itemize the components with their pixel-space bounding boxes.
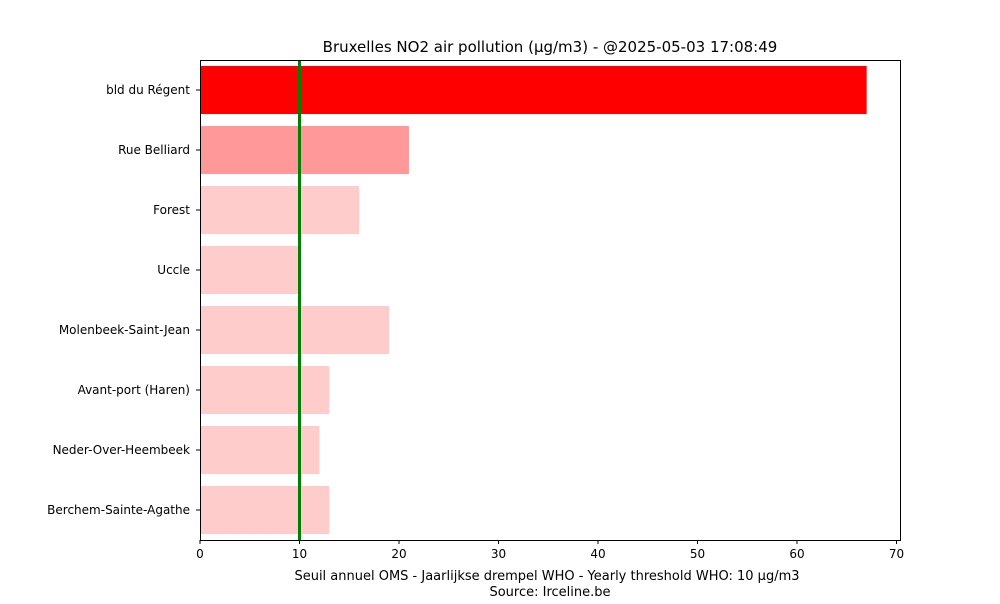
y-tick-label: Molenbeek-Saint-Jean: [59, 323, 190, 337]
x-tick-label: 40: [590, 547, 605, 561]
y-tick-label: Forest: [153, 203, 190, 217]
x-tick-label: 30: [491, 547, 506, 561]
plot-frame: [200, 60, 901, 541]
bar-1: [200, 126, 409, 174]
y-tick-label: Uccle: [157, 263, 190, 277]
bar-3: [200, 246, 300, 294]
bars-layer: [200, 66, 867, 534]
axes-layer: [200, 60, 901, 541]
bar-7: [200, 486, 330, 534]
x-tick-label: 20: [391, 547, 406, 561]
y-tick-label: bld du Régent: [106, 83, 190, 97]
bar-5: [200, 366, 330, 414]
bar-4: [200, 306, 390, 354]
ticks-layer: bld du Régent Rue Belliard Forest Uccle Mole…: [47, 83, 904, 561]
chart-title: Bruxelles NO2 air pollution (µg/m3) - @2…: [323, 38, 778, 56]
y-tick-label: Rue Belliard: [118, 143, 190, 157]
source-label: Source: Irceline.be: [489, 585, 610, 600]
x-tick-label: 50: [690, 547, 705, 561]
x-tick-label: 10: [292, 547, 307, 561]
bar-6: [200, 426, 320, 474]
bar-2: [200, 186, 360, 234]
y-tick-label: Berchem-Sainte-Agathe: [47, 503, 190, 517]
x-axis-label: Seuil annuel OMS - Jaarlijkse drempel WH…: [294, 569, 799, 584]
x-tick-label: 0: [196, 547, 204, 561]
y-tick-label: Neder-Over-Heembeek: [53, 443, 190, 457]
x-tick-label: 70: [889, 547, 904, 561]
x-tick-label: 60: [789, 547, 804, 561]
y-tick-label: Avant-port (Haren): [78, 383, 190, 397]
bar-0: [200, 66, 867, 114]
